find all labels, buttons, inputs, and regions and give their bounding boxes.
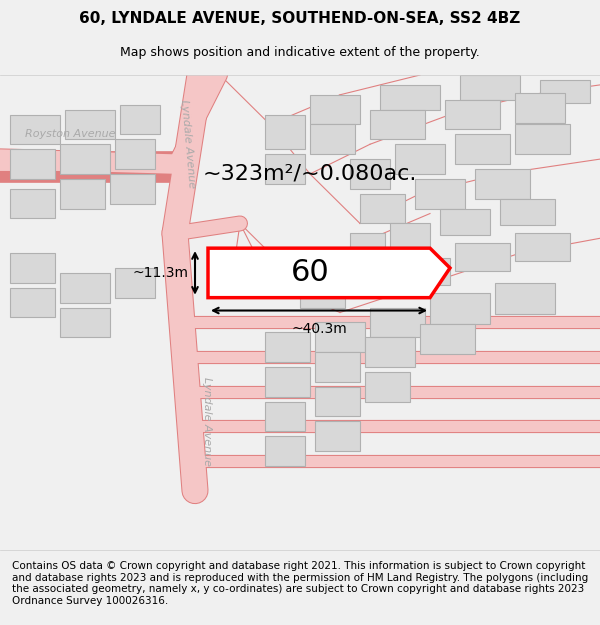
Polygon shape [265, 401, 305, 431]
Polygon shape [310, 124, 355, 154]
Polygon shape [60, 308, 110, 338]
Text: ~11.3m: ~11.3m [133, 266, 189, 280]
Polygon shape [475, 169, 530, 199]
Polygon shape [515, 124, 570, 154]
Polygon shape [10, 149, 55, 179]
Text: Contains OS data © Crown copyright and database right 2021. This information is : Contains OS data © Crown copyright and d… [12, 561, 588, 606]
Polygon shape [455, 134, 510, 164]
Polygon shape [315, 421, 360, 451]
Polygon shape [115, 268, 155, 298]
Polygon shape [515, 233, 570, 261]
Polygon shape [405, 258, 450, 285]
Polygon shape [265, 367, 310, 397]
Polygon shape [445, 100, 500, 129]
Polygon shape [370, 109, 425, 139]
Polygon shape [315, 387, 360, 416]
Polygon shape [430, 292, 490, 324]
Polygon shape [315, 322, 365, 352]
Polygon shape [390, 223, 430, 248]
Polygon shape [60, 273, 110, 302]
Polygon shape [350, 159, 390, 189]
Polygon shape [440, 209, 490, 235]
Polygon shape [415, 179, 465, 209]
Polygon shape [455, 243, 510, 271]
Polygon shape [115, 139, 155, 169]
Polygon shape [208, 248, 450, 298]
Text: Map shows position and indicative extent of the property.: Map shows position and indicative extent… [120, 46, 480, 59]
Polygon shape [10, 189, 55, 219]
Polygon shape [265, 114, 305, 149]
Polygon shape [370, 308, 425, 338]
Polygon shape [460, 75, 520, 100]
Polygon shape [540, 80, 590, 102]
Polygon shape [265, 332, 310, 362]
Polygon shape [495, 282, 555, 314]
Polygon shape [265, 436, 305, 466]
Polygon shape [10, 114, 60, 144]
Polygon shape [315, 352, 360, 382]
Polygon shape [360, 194, 405, 223]
Text: ~323m²/~0.080ac.: ~323m²/~0.080ac. [203, 164, 417, 184]
Polygon shape [265, 154, 305, 184]
Polygon shape [395, 144, 445, 174]
Text: Royston Avenue: Royston Avenue [25, 129, 115, 139]
Polygon shape [350, 233, 385, 258]
Polygon shape [120, 104, 160, 134]
Text: 60, LYNDALE AVENUE, SOUTHEND-ON-SEA, SS2 4BZ: 60, LYNDALE AVENUE, SOUTHEND-ON-SEA, SS2… [79, 11, 521, 26]
Polygon shape [420, 324, 475, 354]
Polygon shape [300, 282, 345, 308]
Text: ~40.3m: ~40.3m [291, 322, 347, 336]
Polygon shape [65, 109, 115, 139]
Polygon shape [365, 338, 415, 367]
Polygon shape [365, 372, 410, 401]
Polygon shape [380, 85, 440, 109]
Polygon shape [500, 199, 555, 226]
Polygon shape [350, 273, 400, 298]
Text: 60: 60 [290, 258, 329, 288]
Polygon shape [110, 174, 155, 204]
Polygon shape [60, 179, 105, 209]
Text: Lyndale Avenue: Lyndale Avenue [202, 377, 212, 466]
Polygon shape [10, 253, 55, 282]
Polygon shape [60, 144, 110, 174]
Polygon shape [515, 92, 565, 123]
Text: Lyndale Avenue: Lyndale Avenue [179, 99, 197, 189]
Polygon shape [10, 288, 55, 318]
Polygon shape [310, 95, 360, 124]
